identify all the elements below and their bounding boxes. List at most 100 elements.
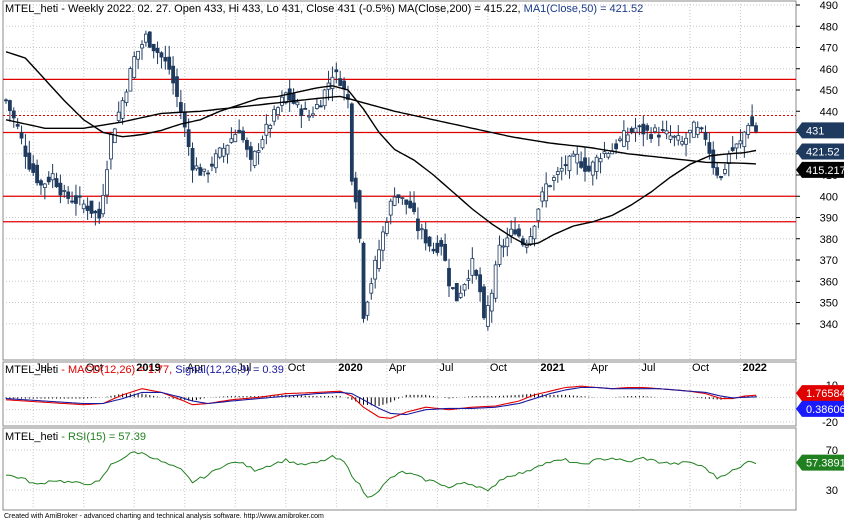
candle-body [606,153,611,158]
candle-body [143,33,148,43]
macd-title: MTEL_heti - MACD(12,26) = 1.77, Signal(1… [5,364,284,376]
candle-body [248,146,253,160]
candle-body [439,240,444,247]
candle-body [299,108,304,116]
candle-body [384,222,389,234]
candle-body [754,125,758,132]
candle-body [89,200,94,214]
candle-body [194,165,199,170]
candle-body [602,151,607,154]
candle-body [656,134,661,138]
candle-body [330,76,335,89]
candle-body [388,200,393,216]
candle-body [672,135,677,138]
candle-body [392,196,397,206]
candle-body [509,228,514,236]
candle-body [93,210,98,214]
candle-body [416,218,420,232]
candle-body [171,65,175,84]
candle-body [221,147,226,157]
candle-body [470,258,475,276]
rsi-tick-label: 30 [826,485,838,497]
candle-body [400,197,405,200]
candle-body [369,283,374,294]
candle-body [633,127,638,133]
candle-body [559,167,564,172]
candle-body [373,259,378,280]
candle-body [691,121,696,138]
candle-body [618,138,622,141]
candle-body [668,135,673,140]
candle-body [614,143,619,150]
x-tick-label: Jul [35,362,49,374]
rsi-tag-bg [796,454,844,471]
candle-body [202,168,207,172]
candle-body [738,140,743,145]
price-tick-label: 400 [820,191,838,203]
signal-line [5,386,757,416]
candle-body [357,190,362,239]
footer-text: Created with AmiBroker - advanced charti… [4,513,324,520]
candle-body [555,171,560,175]
value-tags: 431 421.52 415.217 1.76584 0.38606 57.3891 [796,122,846,471]
candle-body [252,150,257,166]
candle-body [62,190,67,192]
candle-body [707,142,712,154]
candle-body [699,127,704,130]
candle-body [482,286,486,319]
candle-body [338,78,343,86]
x-tick-label: 2022 [742,362,766,374]
candle-body [147,31,152,48]
candle-body [450,287,455,289]
candle-body [77,195,82,198]
candle-body [314,104,319,109]
candle-body [408,200,413,209]
candle-body [27,152,32,170]
candle-body [15,124,20,127]
candle-body [283,92,288,104]
candle-body [361,242,366,319]
candle-body [715,167,720,176]
candle-body [175,76,179,97]
macd-tag-bg [796,385,844,402]
candle-body [575,153,580,164]
rsi-pane [2,427,797,511]
x-tick-label: Apr [187,362,204,374]
candle-body [353,177,358,203]
x-tick-label: Oct [86,362,103,374]
candle-body [594,156,599,172]
candle-body [124,91,129,103]
rsi-title-rsi: - RSI(15) = 57.39 [58,431,146,443]
candle-body [688,129,692,134]
price-tick-label: 380 [820,234,838,246]
candle-body [109,134,113,160]
price-title-text: - Weekly 2022. 02. 27. Open 433, Hi 433,… [58,3,398,15]
x-tick-label: Jul [439,362,453,374]
candle-body [198,167,203,176]
candle-body [213,153,218,169]
macd-title-signal: Signal(12,26,9) = 0.39 [172,364,284,376]
candle-body [513,229,517,235]
candle-body [136,50,141,60]
candle-body [311,113,315,116]
candle-body [723,169,727,174]
candle-body [291,93,296,104]
candle-body [443,243,448,261]
candle-body [750,116,755,127]
candle-body [46,176,51,183]
macd-line [5,385,757,419]
candle-body [536,208,541,221]
candle-body [19,132,24,139]
x-tick-label: Apr [389,362,406,374]
candle-body [431,248,436,252]
macd-title-macd: - MACD(12,26) = 1.77, [58,364,172,376]
price-title-ma50: MA1(Close,50) = 421.52 [521,3,644,15]
candle-body [517,228,521,237]
candle-body [454,282,459,302]
candle-body [245,139,249,150]
candle-body [676,135,681,141]
x-tick-label: Oct [692,362,709,374]
ma200-tag-bg [796,161,844,178]
candle-body [598,158,603,163]
